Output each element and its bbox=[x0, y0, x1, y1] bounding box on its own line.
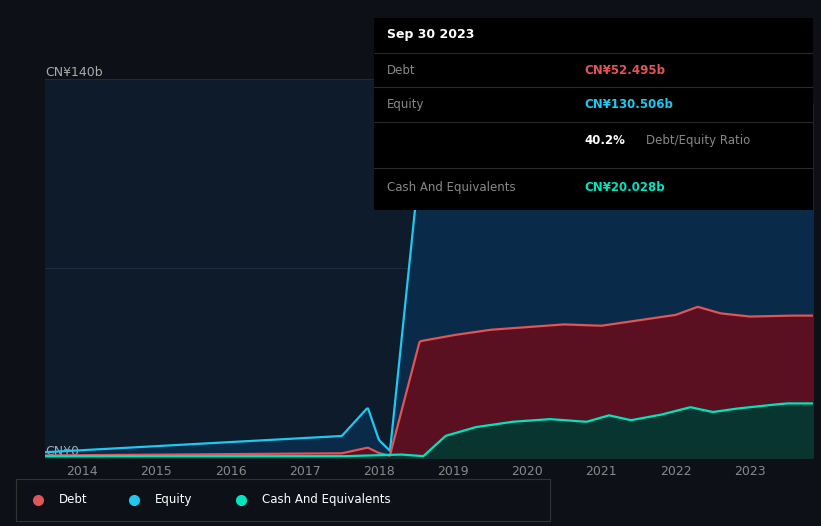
Text: CN¥140b: CN¥140b bbox=[45, 66, 103, 79]
Text: 40.2%: 40.2% bbox=[585, 134, 626, 147]
Text: Sep 30 2023: Sep 30 2023 bbox=[387, 28, 474, 41]
Text: CN¥0: CN¥0 bbox=[45, 444, 79, 458]
Text: Cash And Equivalents: Cash And Equivalents bbox=[387, 180, 516, 194]
Text: Equity: Equity bbox=[155, 493, 193, 506]
Text: Equity: Equity bbox=[387, 98, 424, 111]
Text: Debt: Debt bbox=[59, 493, 88, 506]
Text: CN¥130.506b: CN¥130.506b bbox=[585, 98, 673, 111]
Text: Debt/Equity Ratio: Debt/Equity Ratio bbox=[646, 134, 750, 147]
Text: CN¥20.028b: CN¥20.028b bbox=[585, 180, 665, 194]
Text: CN¥52.495b: CN¥52.495b bbox=[585, 65, 665, 77]
Text: Cash And Equivalents: Cash And Equivalents bbox=[262, 493, 391, 506]
Text: Debt: Debt bbox=[387, 65, 415, 77]
